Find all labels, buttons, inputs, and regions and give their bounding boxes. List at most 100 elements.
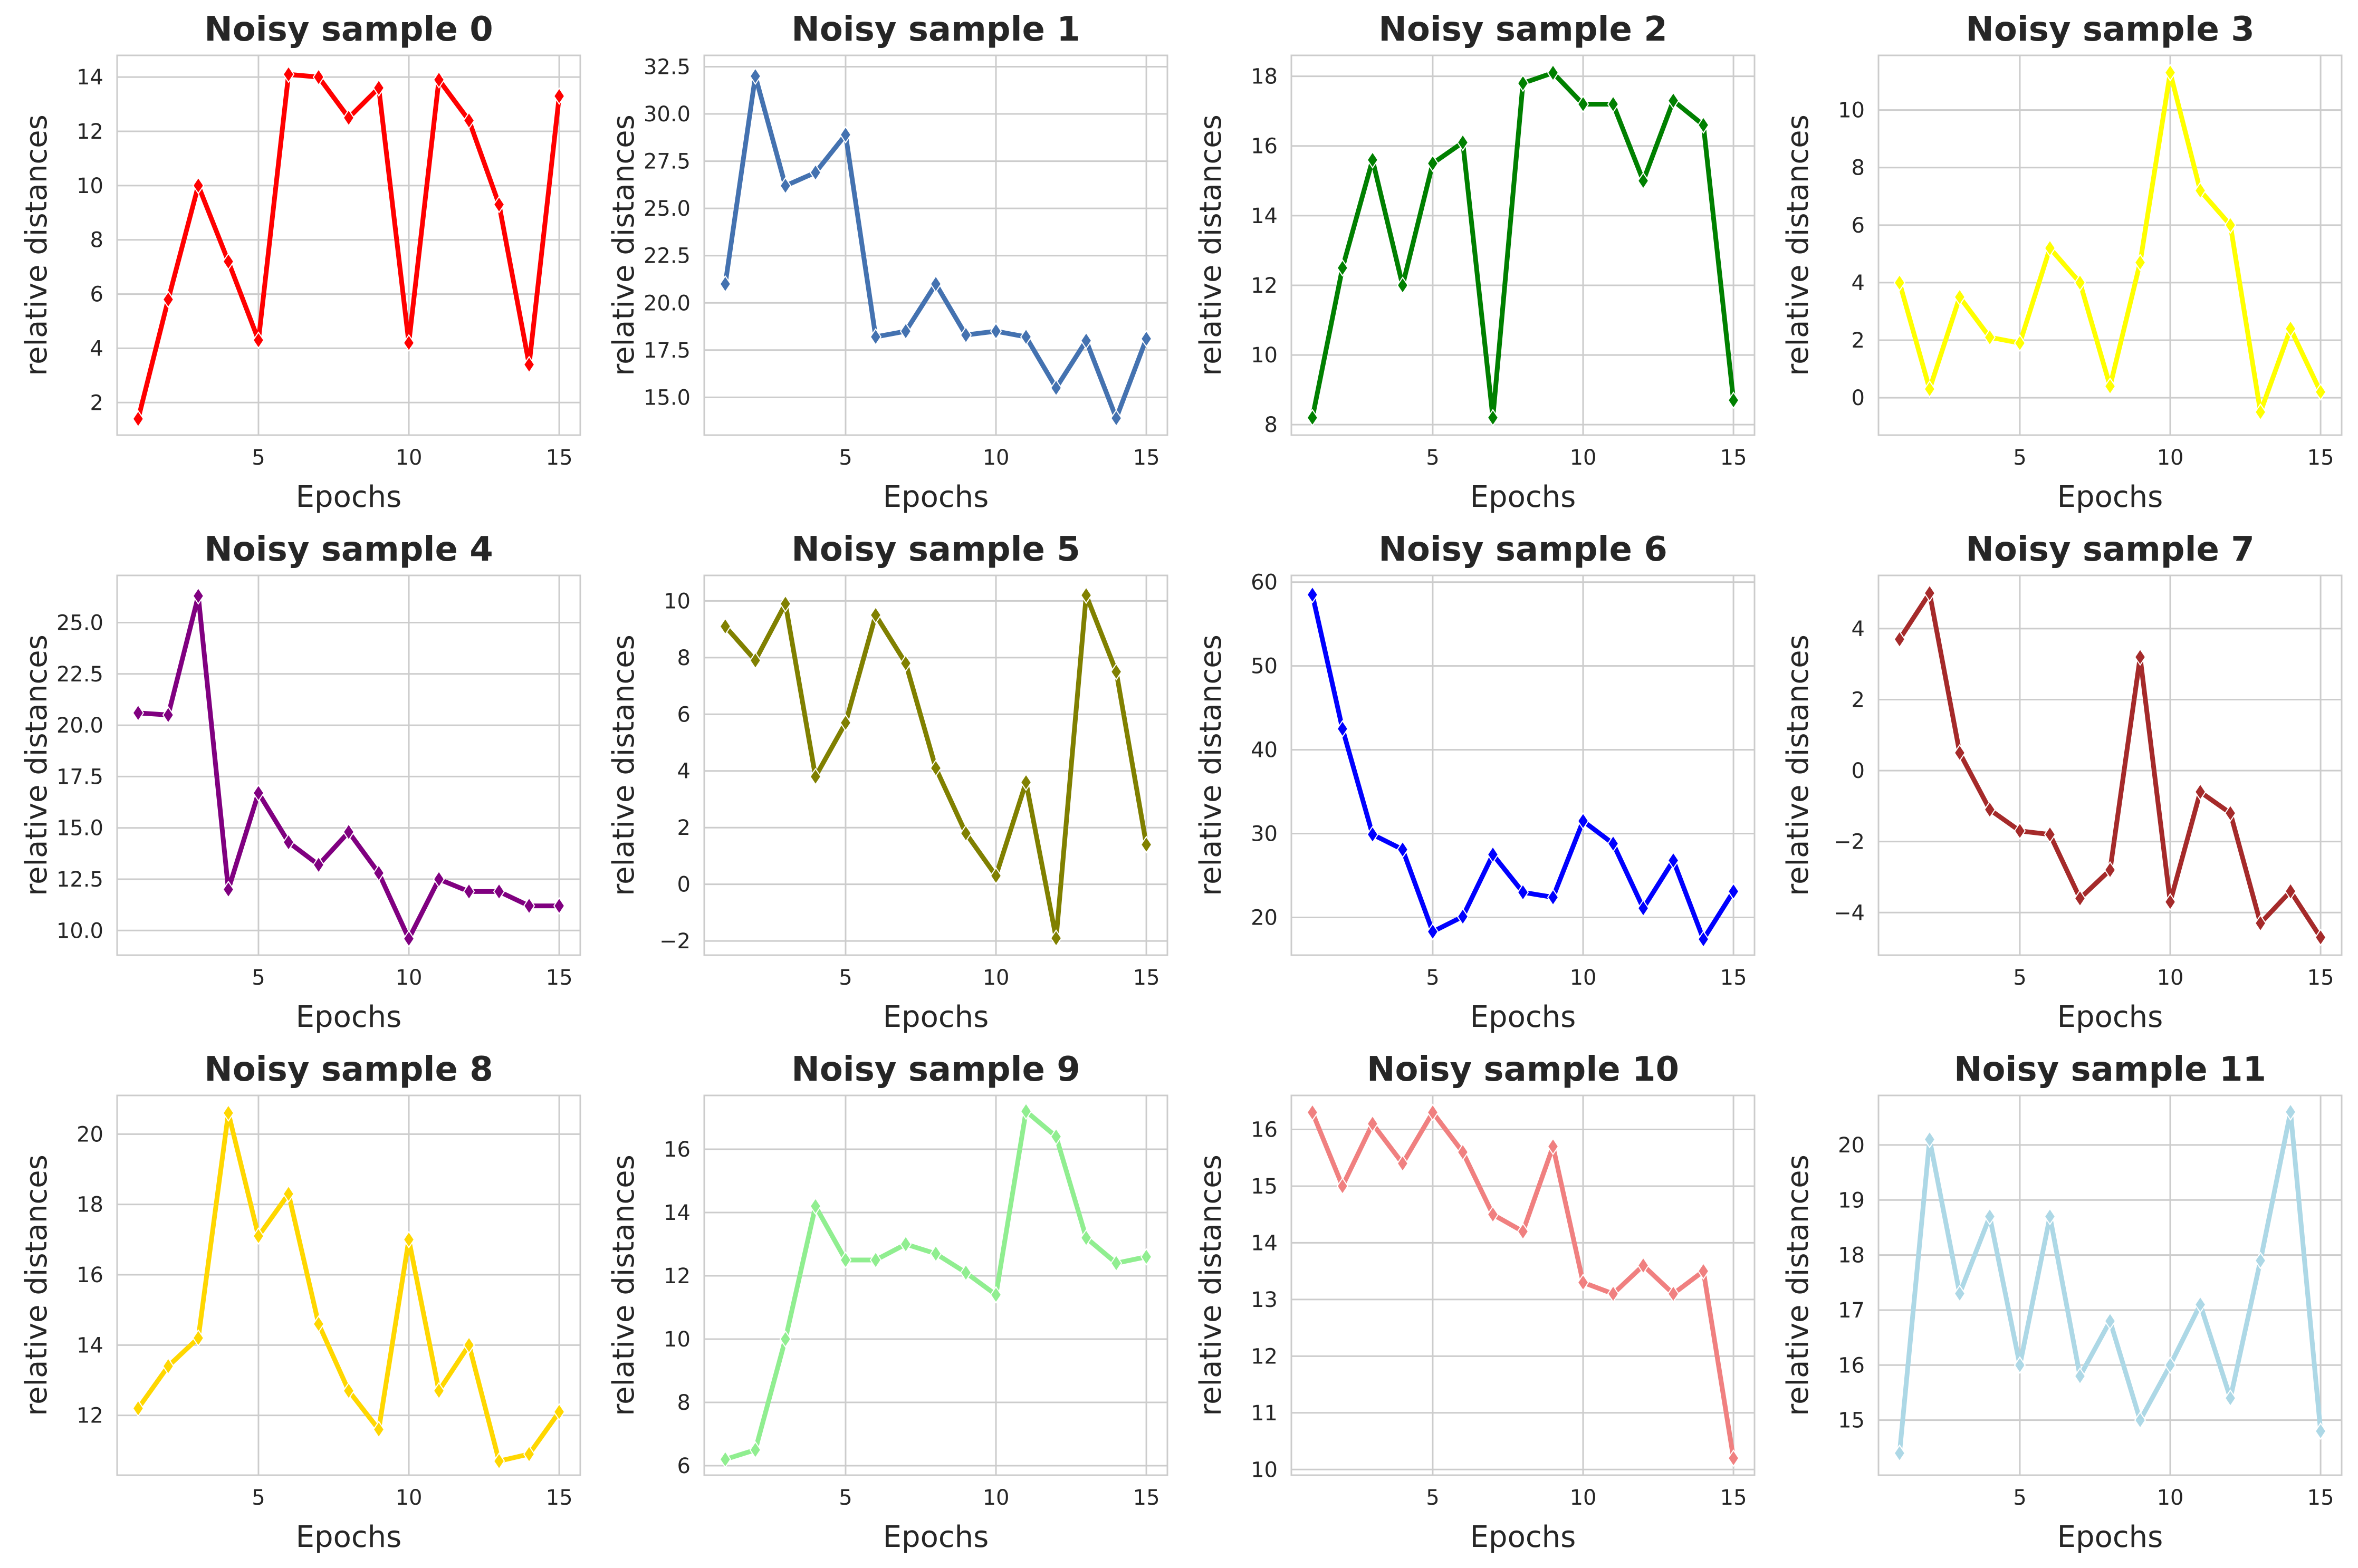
y-tick-label: 12 [76, 1404, 103, 1428]
series-line [1310, 1110, 1736, 1459]
plot-frame [1877, 574, 2343, 956]
y-tick-label: 16 [664, 1138, 691, 1162]
data-point [749, 651, 762, 669]
data-point [523, 355, 535, 374]
y-tick-label: 8 [1264, 413, 1278, 437]
data-point [2194, 181, 2207, 200]
data-point [1547, 888, 1559, 907]
data-point [1607, 95, 1619, 113]
data-point [2254, 914, 2267, 932]
data-point [493, 882, 505, 901]
data-point [433, 1382, 445, 1400]
y-tick-label: 18 [1251, 65, 1278, 89]
x-tick-label: 10 [983, 1486, 1010, 1510]
data-point [162, 706, 175, 724]
data-point [1577, 95, 1589, 113]
data-point [433, 71, 445, 89]
x-tick-label: 15 [1720, 1486, 1747, 1510]
y-tick-label: 14 [1251, 1231, 1278, 1255]
data-point [869, 328, 882, 346]
x-tick-label: 15 [2307, 1486, 2334, 1510]
x-axis-label: Epochs [2057, 480, 2163, 514]
data-point [402, 930, 415, 948]
data-point [1667, 1285, 1680, 1303]
y-tick-label: 22.5 [56, 662, 103, 687]
y-tick-label: 15 [1251, 1175, 1278, 1199]
data-point [2074, 1367, 2086, 1385]
data-point [839, 714, 852, 732]
data-point [1893, 274, 1906, 292]
data-point [929, 275, 942, 293]
y-tick-label: 22.5 [644, 244, 691, 268]
x-tick-label: 10 [2157, 446, 2184, 470]
y-axis-label: relative distances [1194, 114, 1228, 376]
data-point [342, 109, 355, 127]
subplot-8: 12 14 16 18 20 5 10 15 Noisy sample 8 Epochs relat… [20, 1050, 581, 1554]
plot-frame [703, 54, 1168, 436]
y-tick-label: 2 [1852, 329, 1865, 353]
data-point [1080, 332, 1092, 350]
data-point [2104, 861, 2116, 879]
data-point [1923, 380, 1936, 398]
y-tick-label: 8 [90, 228, 103, 253]
data-point [2284, 882, 2297, 900]
data-point [960, 326, 972, 344]
data-point [1110, 662, 1123, 681]
data-point [719, 1450, 732, 1468]
data-point [1893, 1444, 1906, 1463]
y-tick-label: 8 [1852, 156, 1865, 180]
y-tick-label: 15 [1838, 1409, 1865, 1433]
series-line [1897, 70, 2323, 415]
y-tick-label: 0 [1852, 759, 1865, 783]
x-tick-label: 10 [1570, 446, 1597, 470]
data-point [433, 870, 445, 888]
subplot-4: 10.0 12.5 15.0 17.5 20.0 22.5 25.0 5 10 15 Noisy s… [20, 530, 581, 1034]
y-tick-label: 8 [677, 1391, 691, 1415]
subplot-9: 6 8 10 12 14 16 5 10 15 Noisy sample 9 Epochs relat… [607, 1050, 1168, 1554]
data-point [1727, 391, 1740, 409]
data-point [132, 704, 145, 722]
data-point [342, 1382, 355, 1400]
data-point [1637, 171, 1650, 190]
data-point [1456, 1143, 1469, 1161]
series-line [1897, 591, 2323, 939]
data-point [222, 880, 235, 899]
y-tick-label: 8 [677, 646, 691, 670]
plot-frame [703, 574, 1168, 956]
y-tick-label: 30.0 [644, 102, 691, 127]
y-tick-label: 2 [90, 391, 103, 415]
data-point [2164, 1356, 2177, 1374]
data-point [463, 1336, 475, 1354]
x-tick-label: 10 [983, 966, 1010, 990]
data-point [1607, 1285, 1619, 1303]
data-point [1306, 585, 1319, 604]
data-point [2314, 383, 2327, 401]
plot-frame [1290, 574, 1756, 956]
data-point [132, 1399, 145, 1418]
data-point [463, 111, 475, 130]
y-tick-label: 20 [76, 1122, 103, 1147]
x-tick-label: 15 [2307, 446, 2334, 470]
data-point [1517, 1223, 1529, 1240]
x-tick-label: 10 [2157, 966, 2184, 990]
y-tick-label: 10 [76, 174, 103, 198]
data-point [1953, 1284, 1966, 1303]
y-tick-label: 10 [664, 1327, 691, 1352]
data-point [1140, 1248, 1153, 1266]
x-tick-label: 5 [839, 966, 852, 990]
y-axis-label: relative distances [607, 114, 641, 376]
data-point [2104, 377, 2116, 396]
data-point [523, 1445, 535, 1463]
data-point [929, 1245, 942, 1263]
y-tick-label: −2 [1834, 830, 1865, 854]
data-point [312, 855, 325, 874]
x-tick-label: 5 [1426, 446, 1439, 470]
x-tick-label: 15 [2307, 966, 2334, 990]
subplot-0: 2 4 6 8 10 12 14 5 10 15 Noisy sample 0 Epochs relat… [20, 10, 581, 514]
data-point [899, 322, 912, 340]
subplot-3: 0 2 4 6 8 10 5 10 15 Noisy sample 3 Epochs relative… [1781, 10, 2343, 514]
data-point [1517, 74, 1529, 92]
data-point [2104, 1312, 2116, 1330]
data-point [342, 823, 355, 841]
